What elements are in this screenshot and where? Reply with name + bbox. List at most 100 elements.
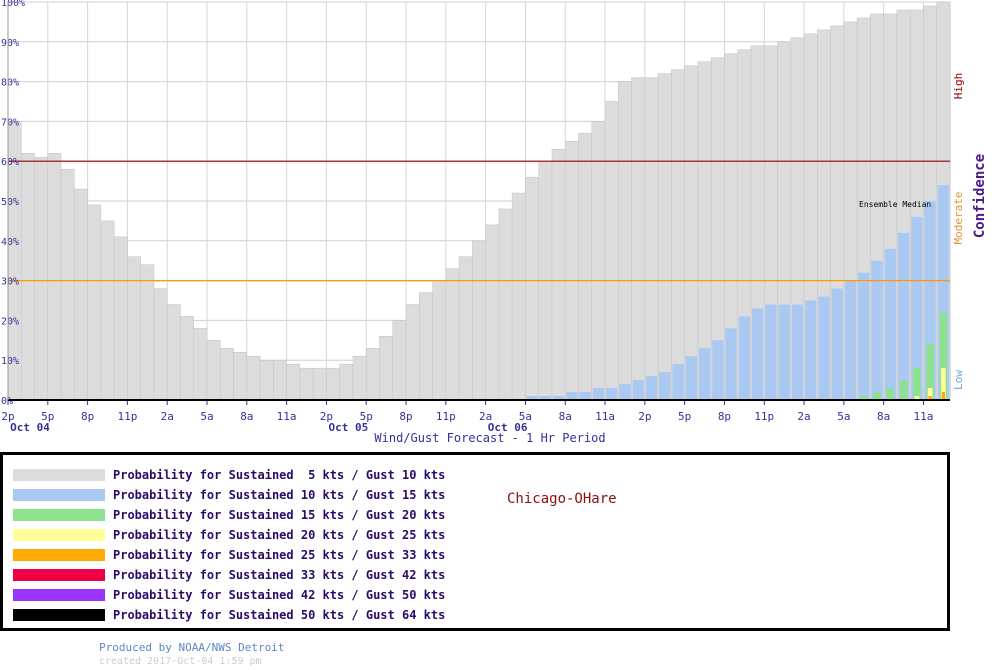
bar-series-1 (352, 355, 367, 401)
x-tick-label: 11a (595, 410, 615, 423)
bar-series-1 (564, 141, 579, 401)
produced-by-credit: Produced by NOAA/NWS Detroit (99, 641, 285, 654)
bar-series-2 (619, 384, 631, 400)
bar-series-1 (604, 101, 619, 401)
bar-series-1 (485, 224, 500, 401)
legend-item: Probability for Sustained 20 kts / Gust … (13, 528, 445, 542)
date-label: Oct 05 (329, 421, 369, 434)
bar-series-1 (618, 81, 632, 401)
legend-swatch (13, 489, 105, 501)
bar-series-1 (379, 336, 394, 401)
x-tick-label: 11a (277, 410, 297, 423)
legend-label: Probability for Sustained 42 kts / Gust … (113, 588, 446, 602)
bar-series-3 (926, 344, 934, 400)
x-tick-label: 11a (914, 410, 934, 423)
bar-series-2 (566, 392, 578, 400)
y-tick-label: 90% (1, 38, 19, 49)
bar-series-1 (21, 152, 35, 401)
bar-series-2 (897, 232, 910, 400)
bar-series-1 (206, 340, 221, 401)
bar-series-5 (928, 396, 932, 400)
bar-series-1 (525, 176, 539, 401)
bar-series-1 (180, 316, 194, 401)
legend-label: Probability for Sustained 33 kts / Gust … (113, 568, 446, 582)
bar-series-1 (246, 355, 261, 401)
bar-series-2 (592, 388, 605, 400)
bar-series-2 (698, 348, 711, 400)
legend-item: Probability for Sustained 42 kts / Gust … (13, 588, 445, 602)
bar-series-1 (153, 288, 168, 401)
wind-gust-chart: 0% 10% 20% 30% 40% 50% 60% 70% 80% 90% 100% 2p 5p 8p 1… (1, 0, 988, 445)
y-tick-label: 100% (1, 0, 25, 9)
bar-series-2 (738, 316, 750, 400)
y-tick-label: 30% (1, 277, 19, 288)
bar-series-2 (858, 272, 870, 400)
x-tick-label: 2p (638, 410, 651, 423)
bar-series-2 (924, 201, 936, 400)
bar-series-1 (365, 348, 380, 401)
bar-series-1 (631, 77, 646, 401)
x-tick-label: 11p (117, 410, 137, 423)
y-axis-title: Confidence (972, 154, 988, 238)
x-tick-label: 5a (837, 410, 850, 423)
x-tick-label: 2p (320, 410, 333, 423)
y-tick-label: 50% (1, 197, 19, 208)
bar-series-2 (712, 340, 724, 400)
y-tick-label: 80% (1, 78, 19, 89)
bar-series-4 (914, 396, 920, 400)
bar-series-1 (339, 363, 354, 401)
threshold-lines (8, 160, 950, 282)
confidence-low-label: Low (952, 370, 965, 390)
legend-item: Probability for Sustained 33 kts / Gust … (13, 568, 445, 582)
bar-series-1 (273, 359, 287, 401)
x-tick-label: 8p (718, 410, 731, 423)
bar-series-2 (831, 288, 843, 400)
x-tick-label: 2a (479, 410, 492, 423)
x-tick-label: 8a (559, 410, 572, 423)
x-tick-label: 8p (399, 410, 412, 423)
bar-series-2 (844, 280, 857, 400)
bar-series-2 (579, 392, 591, 400)
bar-series-2 (685, 356, 697, 400)
bar-series-1 (127, 256, 141, 401)
bar-series-2 (818, 296, 830, 400)
bar-series-2 (526, 396, 538, 400)
bar-series-1 (551, 149, 566, 401)
bar-series-1 (87, 204, 102, 401)
bar-series-5 (941, 392, 946, 400)
bar-series-3 (860, 396, 868, 400)
legend-item: Probability for Sustained 10 kts / Gust … (13, 488, 445, 502)
bar-series-1 (34, 156, 49, 401)
bar-series-2 (672, 364, 684, 400)
bar-series-1 (405, 304, 420, 401)
bar-series-1 (113, 236, 128, 401)
bar-series-2 (791, 304, 804, 400)
legend-swatch (13, 549, 105, 561)
confidence-moderate-label: Moderate (952, 192, 965, 245)
bar-series-3 (886, 388, 894, 400)
legend-label: Probability for Sustained 50 kts / Gust … (113, 608, 446, 622)
bar-series-2 (632, 380, 644, 400)
legend-item: Probability for Sustained 5 kts / Gust 1… (13, 468, 445, 482)
created-timestamp: created 2017-Oct-04 1:59 pm (99, 656, 262, 667)
legend-label: Probability for Sustained 15 kts / Gust … (113, 508, 446, 522)
confidence-axis-labels: Low Moderate High Confidence (952, 73, 988, 390)
legend-swatch (13, 569, 105, 581)
bar-series-1 (445, 268, 460, 401)
bar-series-1 (392, 320, 407, 401)
x-tick-label: 5p (360, 410, 373, 423)
y-tick-label: 10% (1, 356, 19, 367)
bar-series-2 (884, 248, 896, 400)
bar-series-1 (684, 65, 699, 401)
bar-series-2 (937, 185, 950, 400)
bar-series-2 (911, 216, 923, 400)
y-tick-label: 20% (1, 316, 19, 327)
bar-series-1 (193, 328, 208, 401)
legend-item: Probability for Sustained 25 kts / Gust … (13, 548, 445, 562)
x-tick-label: 2p (1, 410, 14, 423)
legend-item: Probability for Sustained 15 kts / Gust … (13, 508, 445, 522)
bar-series-1 (458, 256, 473, 401)
bar-series-2 (645, 376, 658, 400)
bar-series-2 (765, 304, 777, 400)
date-label: Oct 04 (10, 421, 50, 434)
